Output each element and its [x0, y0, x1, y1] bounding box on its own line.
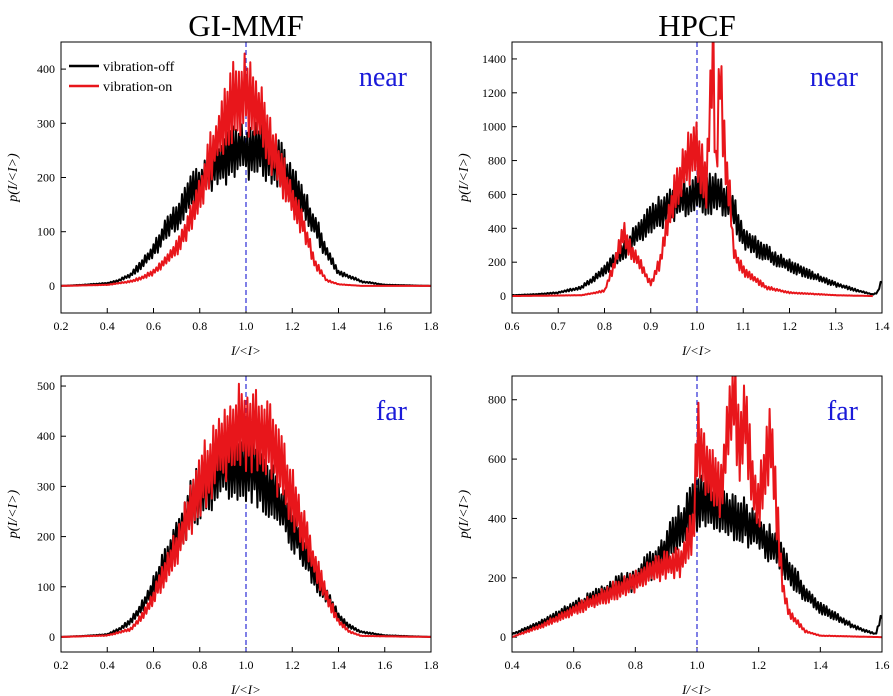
x-tick-label: 1.2 — [782, 319, 797, 333]
series-line-vibration-on — [61, 52, 431, 287]
y-tick-label: 500 — [37, 379, 55, 393]
panels: 0.2 0.4 0.6 0.8 1.0 1.2 1.4 1.6 1.8 0 100 200 300 400… — [6, 41, 890, 696]
y-tick-label: 1200 — [482, 86, 506, 100]
series-line-vibration-on — [512, 42, 873, 298]
x-tick-label: 0.8 — [628, 658, 643, 672]
x-tick-label: 1.0 — [690, 658, 705, 672]
y-tick-label: 200 — [37, 530, 55, 544]
x-tick-label: 0.6 — [146, 658, 161, 672]
series-line-vibration-off — [512, 172, 882, 297]
x-tick-label: 0.6 — [566, 658, 581, 672]
panel-tag: near — [359, 62, 408, 93]
x-tick-label: 1.4 — [331, 319, 346, 333]
series-line-vibration-off — [61, 431, 431, 638]
y-tick-label: 200 — [488, 255, 506, 269]
y-tick-label: 400 — [37, 62, 55, 76]
y-axis-label: p(I/<I>) — [457, 153, 472, 203]
x-tick-label: 1.4 — [331, 658, 346, 672]
series-line-vibration-on — [512, 376, 882, 639]
plot-frame — [511, 375, 883, 653]
y-tick-label: 0 — [500, 630, 506, 644]
x-tick-label: 0.4 — [505, 658, 520, 672]
x-tick-label: 1.2 — [285, 658, 300, 672]
x-tick-label: 0.7 — [551, 319, 566, 333]
column-title-left: GI-MMF — [188, 8, 303, 43]
series-line-vibration-off — [61, 121, 431, 287]
y-tick-label: 0 — [49, 630, 55, 644]
y-tick-label: 800 — [488, 393, 506, 407]
y-tick-label: 400 — [37, 429, 55, 443]
series-line-vibration-on — [61, 382, 431, 638]
y-tick-label: 300 — [37, 479, 55, 493]
y-tick-label: 600 — [488, 452, 506, 466]
y-tick-label: 1000 — [482, 120, 506, 134]
x-tick-label: 1.4 — [875, 319, 890, 333]
y-axis-label: p(I/<I>) — [6, 153, 21, 203]
y-axis-label: p(I/<I>) — [457, 489, 472, 539]
x-tick-label: 0.8 — [192, 319, 207, 333]
x-tick-label: 0.2 — [54, 319, 69, 333]
column-title-right: HPCF — [658, 8, 736, 43]
x-tick-label: 1.1 — [736, 319, 751, 333]
x-tick-label: 0.4 — [100, 658, 115, 672]
y-tick-label: 1400 — [482, 52, 506, 66]
y-tick-label: 200 — [37, 171, 55, 185]
plot-frame — [511, 41, 883, 314]
y-tick-label: 200 — [488, 571, 506, 585]
x-tick-label: 1.8 — [424, 658, 439, 672]
x-tick-label: 0.8 — [597, 319, 612, 333]
series-line-vibration-off — [512, 474, 882, 636]
x-axis-label: I/<I> — [230, 682, 261, 696]
panel-gi-mmf-near: 0.2 0.4 0.6 0.8 1.0 1.2 1.4 1.6 1.8 0 100 200 300 400… — [6, 41, 439, 358]
legend-label-off: vibration-off — [103, 60, 175, 75]
x-axis-label: I/<I> — [230, 343, 261, 358]
y-tick-label: 100 — [37, 225, 55, 239]
panel-hpcf-near: 0.6 0.7 0.8 0.9 1.0 1.1 1.2 1.3 1.4 0 200 400 600 800… — [457, 41, 890, 358]
panel-hpcf-far: 0.4 0.6 0.8 1.0 1.2 1.4 1.6 0 200 400 600 800 I/<I> p… — [457, 375, 890, 696]
panel-gi-mmf-far: 0.2 0.4 0.6 0.8 1.0 1.2 1.4 1.6 1.8 0 100 200 300 400… — [6, 375, 439, 696]
x-tick-label: 1.4 — [813, 658, 828, 672]
y-tick-label: 400 — [488, 511, 506, 525]
x-tick-label: 0.6 — [146, 319, 161, 333]
y-tick-label: 100 — [37, 580, 55, 594]
panel-tag: near — [810, 62, 859, 93]
x-axis-label: I/<I> — [681, 682, 712, 696]
x-tick-label: 0.8 — [192, 658, 207, 672]
panel-tag: far — [827, 396, 859, 427]
y-tick-label: 800 — [488, 154, 506, 168]
x-tick-label: 1.0 — [239, 658, 254, 672]
y-tick-label: 300 — [37, 116, 55, 130]
y-tick-label: 0 — [49, 279, 55, 293]
x-tick-label: 1.2 — [751, 658, 766, 672]
plot-frame — [60, 41, 432, 314]
legend-label-on: vibration-on — [103, 80, 172, 95]
y-tick-label: 400 — [488, 221, 506, 235]
x-tick-label: 0.6 — [505, 319, 520, 333]
x-tick-label: 1.0 — [239, 319, 254, 333]
x-tick-label: 1.6 — [377, 658, 392, 672]
x-tick-label: 0.2 — [54, 658, 69, 672]
y-tick-label: 600 — [488, 187, 506, 201]
panel-tag: far — [376, 396, 408, 427]
x-tick-label: 1.6 — [875, 658, 890, 672]
x-tick-label: 1.8 — [424, 319, 439, 333]
x-axis-label: I/<I> — [681, 343, 712, 358]
x-tick-label: 1.0 — [690, 319, 705, 333]
x-tick-label: 1.6 — [377, 319, 392, 333]
y-tick-label: 0 — [500, 289, 506, 303]
x-tick-label: 0.4 — [100, 319, 115, 333]
legend: vibration-off vibration-on — [69, 60, 175, 95]
x-tick-label: 1.2 — [285, 319, 300, 333]
plot-frame — [60, 375, 432, 653]
x-tick-label: 0.9 — [643, 319, 658, 333]
x-tick-label: 1.3 — [828, 319, 843, 333]
y-axis-label: p(I/<I>) — [6, 489, 21, 539]
